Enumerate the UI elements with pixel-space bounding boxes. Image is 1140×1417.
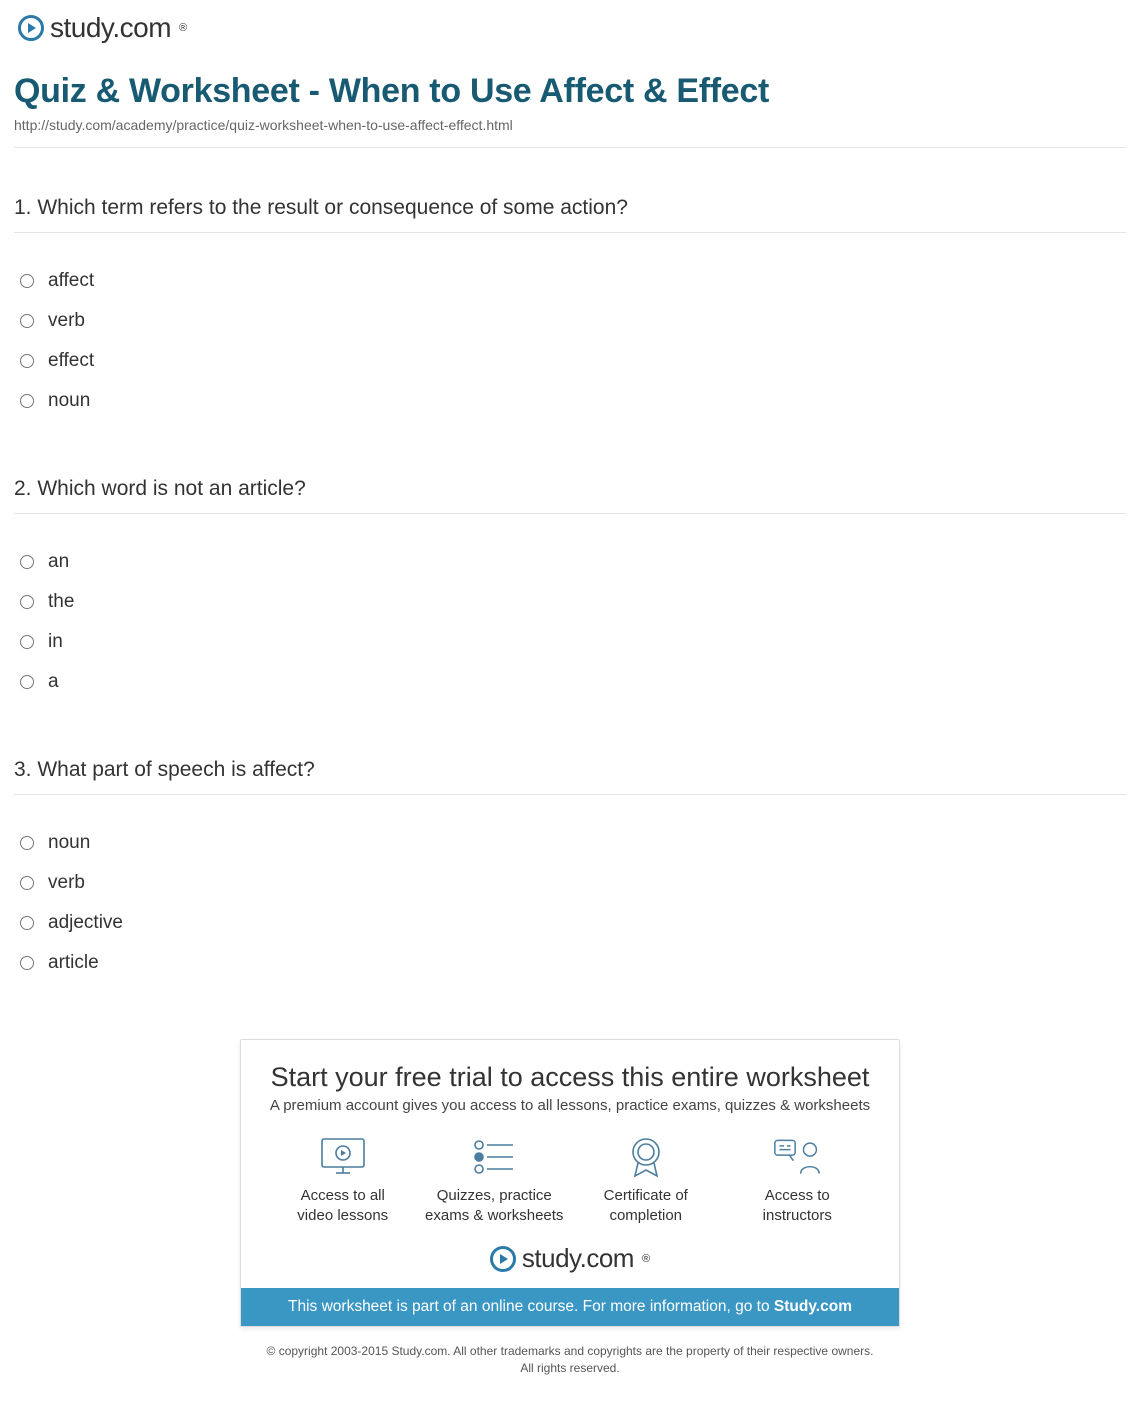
option-label: noun [48, 832, 90, 854]
option-label: an [48, 551, 69, 573]
question: 1. Which term refers to the result or co… [14, 196, 1126, 421]
list-icon [470, 1136, 518, 1178]
option-radio[interactable] [20, 354, 34, 368]
play-circle-icon [490, 1246, 516, 1272]
option-radio[interactable] [20, 956, 34, 970]
option[interactable]: article [14, 943, 1126, 983]
option-label: in [48, 631, 63, 653]
options-list: affect verb effect noun [14, 261, 1126, 421]
registered-mark: ® [179, 22, 187, 34]
instructor-icon [773, 1136, 821, 1178]
option-label: adjective [48, 912, 123, 934]
feature-instructors: Access toinstructors [722, 1136, 872, 1225]
option[interactable]: effect [14, 341, 1126, 381]
option[interactable]: verb [14, 301, 1126, 341]
promo-banner-link[interactable]: Study.com [774, 1298, 852, 1315]
option[interactable]: noun [14, 381, 1126, 421]
option-radio[interactable] [20, 314, 34, 328]
option-label: article [48, 952, 99, 974]
divider [14, 147, 1126, 148]
option[interactable]: verb [14, 863, 1126, 903]
page-content: Quiz & Worksheet - When to Use Affect & … [0, 54, 1140, 1417]
feature-label: Access toinstructors [763, 1186, 832, 1225]
option[interactable]: an [14, 542, 1126, 582]
option[interactable]: noun [14, 823, 1126, 863]
page-title: Quiz & Worksheet - When to Use Affect & … [14, 54, 1126, 117]
question: 3. What part of speech is affect? noun ver… [14, 758, 1126, 983]
feature-quizzes: Quizzes, practiceexams & worksheets [419, 1136, 569, 1225]
option-radio[interactable] [20, 876, 34, 890]
feature-row: Access to allvideo lessons Quizzes, prac… [267, 1136, 873, 1225]
option-label: noun [48, 390, 90, 412]
monitor-play-icon [319, 1136, 367, 1178]
options-list: an the in a [14, 542, 1126, 702]
option[interactable]: in [14, 622, 1126, 662]
question-text: 2. Which word is not an article? [14, 477, 1126, 514]
option-radio[interactable] [20, 836, 34, 850]
logo-header: study.com ® [0, 0, 1140, 54]
promo-brand-logo: study.com® [267, 1243, 873, 1274]
option-radio[interactable] [20, 394, 34, 408]
option-radio[interactable] [20, 635, 34, 649]
feature-label: Access to allvideo lessons [297, 1186, 388, 1225]
page-url: http://study.com/academy/practice/quiz-w… [14, 117, 1126, 147]
option-label: affect [48, 270, 94, 292]
option-radio[interactable] [20, 916, 34, 930]
option-label: the [48, 591, 74, 613]
option[interactable]: affect [14, 261, 1126, 301]
option-label: a [48, 671, 59, 693]
copyright: © copyright 2003-2015 Study.com. All oth… [240, 1343, 900, 1377]
feature-certificate: Certificate ofcompletion [571, 1136, 721, 1225]
brand-name: study.com [50, 12, 171, 44]
question-text: 1. Which term refers to the result or co… [14, 196, 1126, 233]
option-label: effect [48, 350, 94, 372]
option-label: verb [48, 310, 85, 332]
options-list: noun verb adjective article [14, 823, 1126, 983]
option-radio[interactable] [20, 595, 34, 609]
option-radio[interactable] [20, 274, 34, 288]
question-text: 3. What part of speech is affect? [14, 758, 1126, 795]
promo-title: Start your free trial to access this ent… [267, 1062, 873, 1093]
promo-subtitle: A premium account gives you access to al… [267, 1097, 873, 1114]
option-radio[interactable] [20, 675, 34, 689]
promo-card: Start your free trial to access this ent… [240, 1039, 900, 1327]
question: 2. Which word is not an article? an the in a [14, 477, 1126, 702]
promo-banner[interactable]: This worksheet is part of an online cour… [241, 1288, 899, 1326]
option[interactable]: the [14, 582, 1126, 622]
ribbon-icon [622, 1136, 670, 1178]
option[interactable]: adjective [14, 903, 1126, 943]
brand-logo: study.com ® [18, 12, 1122, 44]
option-label: verb [48, 872, 85, 894]
feature-label: Certificate ofcompletion [604, 1186, 688, 1225]
play-circle-icon [18, 15, 44, 41]
feature-videos: Access to allvideo lessons [268, 1136, 418, 1225]
option[interactable]: a [14, 662, 1126, 702]
option-radio[interactable] [20, 555, 34, 569]
feature-label: Quizzes, practiceexams & worksheets [425, 1186, 563, 1225]
